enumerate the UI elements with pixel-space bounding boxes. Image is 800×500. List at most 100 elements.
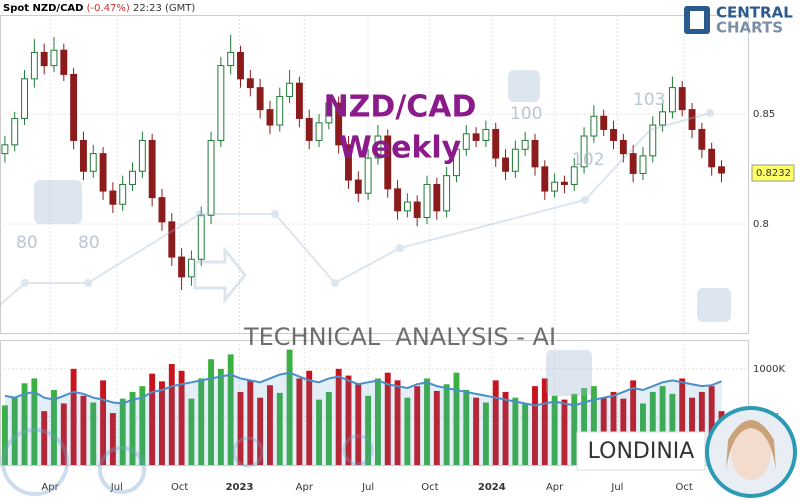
candle-body xyxy=(394,188,402,212)
volume-bar xyxy=(90,402,97,465)
volume-bar xyxy=(561,399,568,465)
candle-body xyxy=(610,128,617,141)
volume-bar xyxy=(610,391,617,465)
y-tick-label: 0.85 xyxy=(753,109,775,120)
banner: TECHNICAL ANALYSIS - AI xyxy=(243,323,556,351)
volume-bar xyxy=(532,386,538,465)
volume-bar xyxy=(1,405,8,465)
volume-bar xyxy=(551,395,558,465)
candle-body xyxy=(99,153,107,192)
volume-bar xyxy=(267,385,273,465)
volume-bar xyxy=(414,386,421,465)
candle-body xyxy=(492,128,500,159)
watermark-dot xyxy=(706,109,714,117)
volume-bar xyxy=(51,390,57,465)
candle-body xyxy=(453,148,460,177)
x-tick-label: Oct xyxy=(676,482,693,493)
candle-body xyxy=(148,139,156,199)
watermark-dot xyxy=(331,279,339,287)
candle-body xyxy=(639,155,647,174)
candle-body xyxy=(659,111,667,126)
volume-bar xyxy=(453,372,460,465)
volume-bar xyxy=(296,378,303,465)
volume-bar xyxy=(80,395,87,465)
volume-bar xyxy=(424,378,430,465)
volume-bar xyxy=(306,370,313,465)
candle-body xyxy=(295,82,303,119)
watermark-icon xyxy=(697,288,731,322)
candle-body xyxy=(70,73,78,141)
volume-bar xyxy=(276,392,283,465)
candle-body xyxy=(384,135,392,190)
candle-body xyxy=(168,221,176,258)
volume-bar xyxy=(571,393,578,465)
volume-bar xyxy=(227,354,234,465)
candle-body xyxy=(11,117,19,146)
candle-body xyxy=(443,175,451,212)
candle-body xyxy=(178,256,186,278)
x-tick-label: 2023 xyxy=(226,482,254,493)
candle-body xyxy=(217,65,225,141)
candle-body xyxy=(305,117,313,141)
volume-bar xyxy=(669,393,676,465)
candle-body xyxy=(286,82,294,97)
volume-bar xyxy=(600,397,607,465)
candle-body xyxy=(521,139,529,150)
chart-title: NZD/CAD xyxy=(324,90,477,125)
volume-bar xyxy=(463,390,470,465)
watermark-arrow xyxy=(193,245,247,305)
volume-line xyxy=(4,371,722,407)
candle-body xyxy=(374,135,382,159)
candle-body xyxy=(119,183,127,205)
volume-bar xyxy=(129,391,136,465)
volume-bar xyxy=(433,390,440,465)
volume-bar xyxy=(100,380,107,465)
candle-body xyxy=(590,115,598,137)
x-tick-label: Jul xyxy=(110,482,123,493)
candle-body xyxy=(708,148,716,168)
volume-bar xyxy=(60,403,67,465)
volume-bar xyxy=(404,397,411,465)
candle-body xyxy=(345,144,352,181)
x-tick-label: Jul xyxy=(610,482,623,493)
logo-text: CHARTS xyxy=(716,19,783,37)
volume-bar xyxy=(325,391,332,465)
chart-subtitle: Weekly xyxy=(339,131,462,166)
candle-body xyxy=(668,87,676,113)
watermark-icon xyxy=(508,70,540,102)
volume-bar xyxy=(679,378,686,465)
watermark-dot xyxy=(271,210,279,218)
watermark-dot xyxy=(396,244,404,252)
volume-bar xyxy=(11,397,18,465)
header: Spot NZD/CAD (-0.47%) 22:23 (GMT) xyxy=(3,3,195,14)
watermark-number: 100 xyxy=(510,104,542,124)
volume-bar xyxy=(689,397,695,465)
candle-body xyxy=(21,78,28,119)
volume-bar xyxy=(217,368,224,465)
candle-body xyxy=(30,51,38,80)
watermark-numbers: 80 80 100 103 102 xyxy=(16,90,665,253)
price-panel xyxy=(0,15,749,334)
time: 22:23 (GMT) xyxy=(133,3,195,14)
volume-bar xyxy=(119,398,126,465)
candle-body xyxy=(197,214,205,260)
avatar-face xyxy=(731,424,771,480)
candle-body xyxy=(718,166,725,174)
candle-body xyxy=(511,148,519,172)
last-price-label: 0.8232 xyxy=(756,168,791,179)
candle-body xyxy=(129,170,136,185)
candle-body xyxy=(600,115,608,130)
volume-bar xyxy=(355,383,362,465)
x-tick-label: 2024 xyxy=(478,482,506,493)
plot-layer: Apr Jul Oct 2023 Apr Jul Oct 2024 Apr Jul Oct 0.8 0.… xyxy=(0,15,795,493)
candle-body xyxy=(580,135,588,168)
x-tick-label: Jul xyxy=(361,482,374,493)
watermark-dot xyxy=(84,279,92,287)
candle-body xyxy=(325,102,333,124)
logo-icon-inner xyxy=(690,11,704,29)
y-tick-label: 1000K xyxy=(753,364,785,375)
instrument: Spot NZD/CAD xyxy=(3,3,83,14)
volume-bar xyxy=(374,378,381,465)
candle-body xyxy=(227,51,235,67)
